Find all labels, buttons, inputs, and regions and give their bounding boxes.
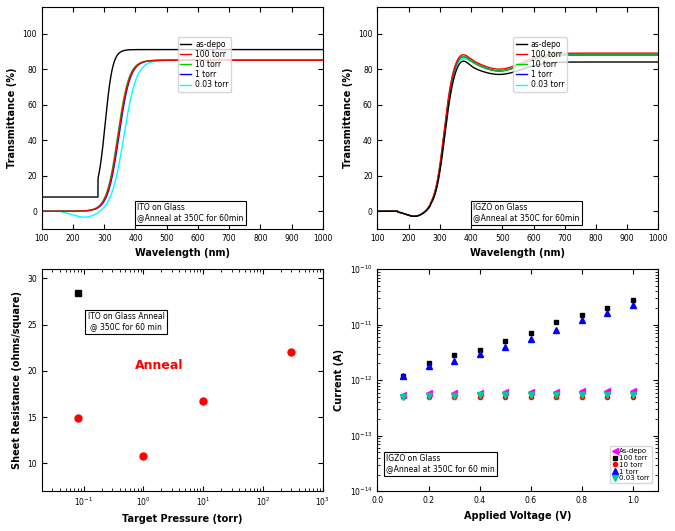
Text: Anneal: Anneal (134, 359, 183, 372)
Y-axis label: Transmittance (%): Transmittance (%) (343, 68, 352, 168)
1 torr (476, 350, 484, 357)
10 torr (629, 393, 637, 400)
Y-axis label: Transmittance (%): Transmittance (%) (7, 68, 17, 168)
0.03 torr (450, 392, 458, 399)
100 torr (603, 305, 612, 311)
As-depo (578, 388, 586, 395)
10 torr (603, 393, 612, 400)
100 torr (629, 297, 637, 303)
10 torr (476, 393, 484, 400)
100 torr (450, 352, 458, 358)
1 torr (425, 363, 433, 369)
10 torr (501, 393, 509, 400)
0.03 torr (578, 391, 586, 398)
As-depo (629, 388, 637, 394)
1 torr (399, 373, 407, 379)
Text: IGZO on Glass
@Anneal at 350C for 60 min: IGZO on Glass @Anneal at 350C for 60 min (386, 454, 495, 474)
10 torr (578, 393, 586, 400)
As-depo (552, 389, 560, 395)
1 torr (526, 336, 535, 342)
Y-axis label: Current (A): Current (A) (334, 349, 344, 412)
100 torr (552, 319, 560, 326)
Legend: as-depo, 100 torr, 10 torr, 1 torr, 0.03 torr: as-depo, 100 torr, 10 torr, 1 torr, 0.03… (513, 37, 567, 91)
Text: ITO on Glass
@Anneal at 350C for 60min: ITO on Glass @Anneal at 350C for 60min (137, 203, 244, 222)
10 torr (526, 393, 535, 400)
As-depo (425, 390, 433, 397)
0.03 torr (526, 391, 535, 398)
100 torr (526, 330, 535, 337)
Line: 10 torr: 10 torr (401, 395, 635, 399)
10 torr (399, 393, 407, 400)
0.03 torr (476, 392, 484, 398)
0.03 torr (399, 393, 407, 400)
0.03 torr (425, 393, 433, 399)
1 torr (629, 302, 637, 308)
100 torr (476, 347, 484, 353)
As-depo (526, 389, 535, 395)
Line: 0.03 torr: 0.03 torr (400, 392, 636, 400)
As-depo (501, 389, 509, 395)
100 torr (501, 338, 509, 345)
10 torr (552, 393, 560, 400)
X-axis label: Wavelength (nm): Wavelength (nm) (135, 249, 230, 259)
1 torr (450, 358, 458, 364)
Text: ITO on Glass Anneal
@ 350C for 60 min: ITO on Glass Anneal @ 350C for 60 min (88, 312, 165, 331)
X-axis label: Target Pressure (torr): Target Pressure (torr) (122, 514, 242, 524)
X-axis label: Wavelength (nm): Wavelength (nm) (470, 249, 566, 259)
As-depo (450, 390, 458, 396)
Text: IGZO on Glass
@Anneal at 350C for 60min: IGZO on Glass @Anneal at 350C for 60min (473, 203, 579, 222)
1 torr (501, 344, 509, 350)
10 torr (450, 393, 458, 400)
Y-axis label: Sheet Resistance (ohms/square): Sheet Resistance (ohms/square) (11, 291, 22, 469)
0.03 torr (501, 392, 509, 398)
X-axis label: Applied Voltage (V): Applied Voltage (V) (464, 511, 572, 521)
1 torr (552, 327, 560, 333)
100 torr (578, 312, 586, 318)
Line: 100 torr: 100 torr (400, 297, 635, 378)
Legend: as-depo, 100 torr, 10 torr, 1 torr, 0.03 torr: as-depo, 100 torr, 10 torr, 1 torr, 0.03… (178, 37, 231, 91)
Line: 1 torr: 1 torr (400, 302, 636, 379)
As-depo (399, 391, 407, 398)
1 torr (603, 310, 612, 316)
100 torr (425, 361, 433, 367)
0.03 torr (603, 391, 612, 398)
Line: As-depo: As-depo (400, 388, 636, 397)
0.03 torr (552, 391, 560, 398)
1 torr (578, 317, 586, 323)
10 torr (425, 393, 433, 400)
As-depo (476, 389, 484, 396)
100 torr (399, 373, 407, 379)
0.03 torr (629, 391, 637, 398)
As-depo (603, 388, 612, 394)
Legend: As-depo, 100 torr, 10 torr, 1 torr, 0.03 torr: As-depo, 100 torr, 10 torr, 1 torr, 0.03… (610, 447, 652, 483)
